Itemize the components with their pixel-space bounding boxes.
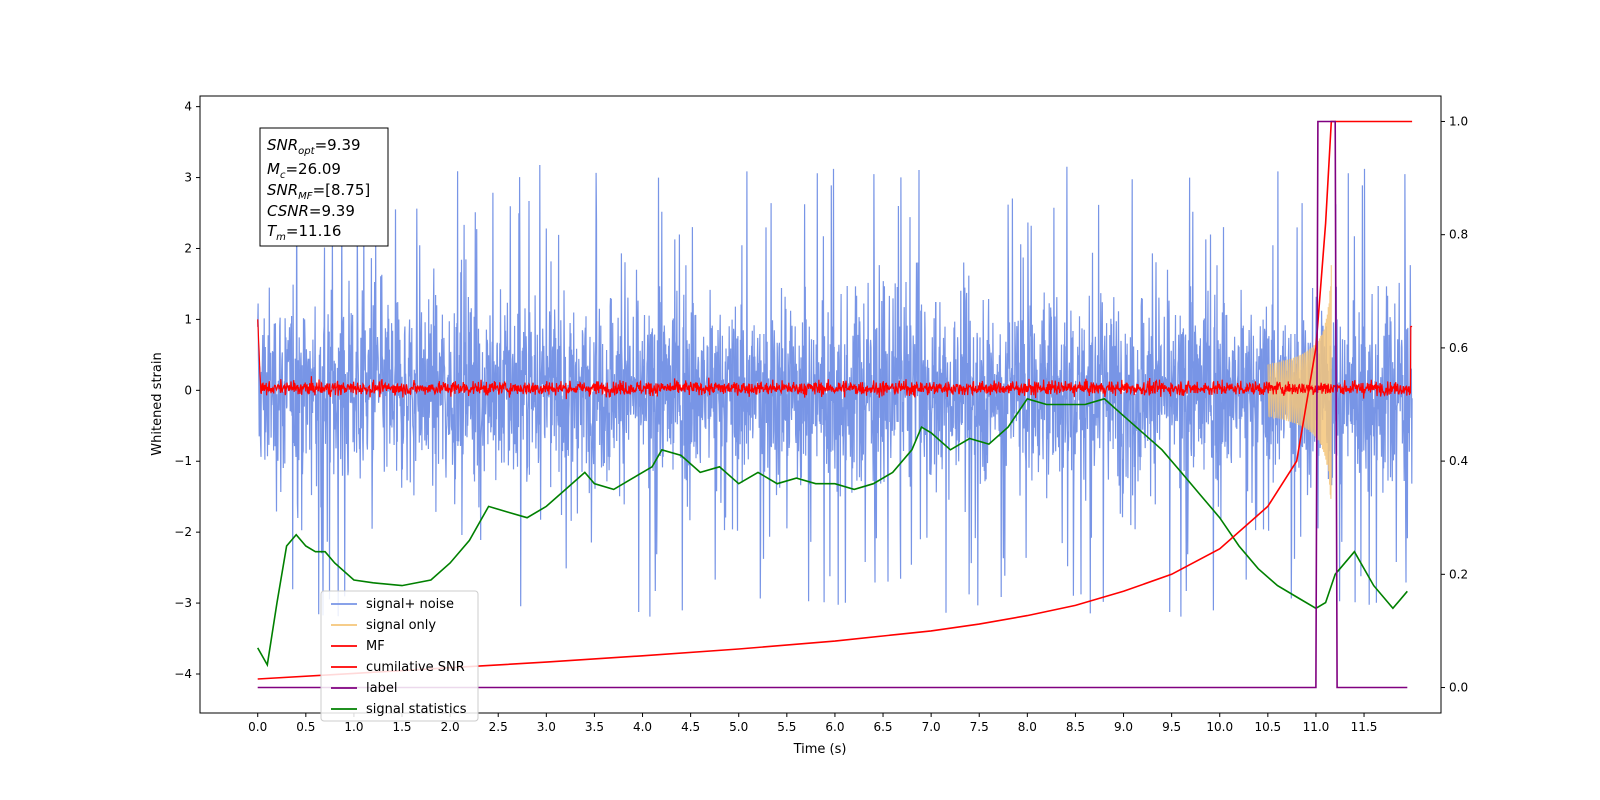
annotation-frame (259, 127, 389, 247)
annotation-snr-opt: SNRopt=9.39 (267, 136, 361, 157)
series-signal-only (1267, 265, 1332, 499)
x-tick-label: 9.0 (1114, 720, 1133, 734)
x-tick-label: 10.5 (1254, 720, 1281, 734)
legend-entry: label (366, 681, 397, 696)
y2-tick-label: 0.2 (1449, 567, 1468, 581)
series-label (257, 120, 1408, 689)
y2-tick-label: 0.6 (1449, 341, 1468, 355)
legend-frame (320, 590, 479, 722)
plot-frame (199, 95, 1442, 714)
x-tick-label: 8.0 (1018, 720, 1037, 734)
x-tick-label: 5.0 (729, 720, 748, 734)
x-tick-label: 2.0 (441, 720, 460, 734)
series-signal-statistics (257, 397, 1408, 668)
x-tick-label: 5.5 (777, 720, 796, 734)
x-tick-label: 4.0 (633, 720, 652, 734)
y-tick-label: 0 (184, 383, 192, 397)
y-axis-label: Whitened strain (150, 352, 165, 455)
series-cumulative-snr (257, 120, 1413, 680)
plot-data-layer (257, 120, 1413, 689)
y2-tick-label: 0.0 (1449, 681, 1468, 695)
y2-tick-label: 0.4 (1449, 454, 1468, 468)
series-signal-noise (257, 164, 1413, 617)
legend-entry: cumilative SNR (366, 660, 465, 675)
x-tick-label: 1.5 (392, 720, 411, 734)
x-axis: 0.0 0.5 1.0 1.5 2.0 2.5 3.0 3.5 4.0 4.5 5.0 5.5 6.0 6… (248, 713, 1377, 734)
x-tick-label: 6.5 (873, 720, 892, 734)
x-tick-label: 3.0 (537, 720, 556, 734)
x-tick-label: 9.5 (1162, 720, 1181, 734)
y-axis-right: 1.0 0.8 0.6 0.4 0.2 0.0 (1441, 114, 1468, 695)
annotation-csnr: CSNR=9.39 (267, 202, 355, 220)
y-tick-label: −1 (174, 454, 192, 468)
annotation-snr-mf: SNRMF=[8.75] (267, 181, 370, 202)
x-tick-label: 0.5 (296, 720, 315, 734)
legend-entry: signal+ noise (366, 597, 454, 612)
x-tick-label: 11.5 (1351, 720, 1378, 734)
x-axis-label: Time (s) (793, 742, 847, 757)
annotation-merger-time: Tm=11.16 (267, 222, 341, 243)
y-tick-label: 4 (184, 100, 192, 114)
x-tick-label: 8.5 (1066, 720, 1085, 734)
y-tick-label: 2 (184, 241, 192, 255)
y2-tick-label: 1.0 (1449, 114, 1468, 128)
y-tick-label: 1 (184, 312, 192, 326)
x-tick-label: 10.0 (1206, 720, 1233, 734)
x-tick-label: 11.0 (1303, 720, 1330, 734)
y-tick-label: −2 (174, 525, 192, 539)
x-tick-label: 7.5 (970, 720, 989, 734)
y-tick-label: 3 (184, 171, 192, 185)
x-tick-label: 4.5 (681, 720, 700, 734)
legend-entry: MF (366, 639, 385, 654)
x-tick-label: 2.5 (489, 720, 508, 734)
legend-entry: signal only (366, 618, 436, 633)
series-mf (257, 319, 1413, 400)
y-tick-label: −3 (174, 596, 192, 610)
x-tick-label: 3.5 (585, 720, 604, 734)
x-tick-label: 0.0 (248, 720, 267, 734)
legend-entry: signal statistics (366, 702, 467, 717)
x-tick-label: 6.0 (825, 720, 844, 734)
y-axis-left: 4 3 2 1 0 −1 −2 −3 −4 (174, 100, 200, 681)
x-tick-label: 1.0 (344, 720, 363, 734)
annotation-box: SNRopt=9.39 Mc=26.09 SNRMF=[8.75] CSNR=9… (259, 127, 389, 247)
legend: signal+ noise signal only MF cumilative SNR… (320, 590, 479, 722)
x-tick-label: 7.0 (922, 720, 941, 734)
annotation-chirp-mass: Mc=26.09 (267, 160, 341, 181)
y2-tick-label: 0.8 (1449, 228, 1468, 242)
y-tick-label: −4 (174, 667, 192, 681)
